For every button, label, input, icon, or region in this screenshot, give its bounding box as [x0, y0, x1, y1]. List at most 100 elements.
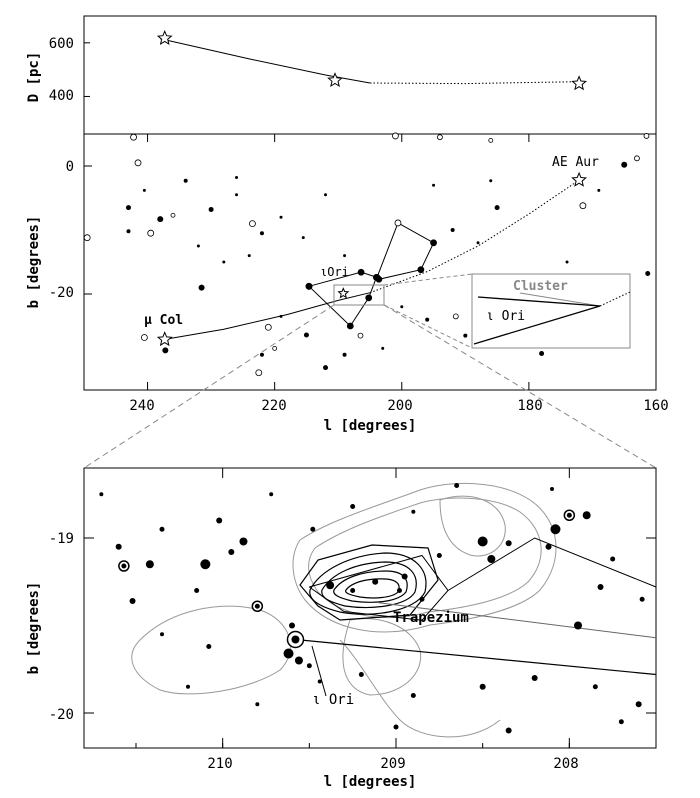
sky-dot	[463, 333, 468, 338]
zoom-panel: b [degrees] l [degrees] 210 209 208 -19 …	[26, 467, 657, 790]
sky-dot	[157, 216, 164, 223]
zoom-dot	[505, 540, 512, 547]
zoom-dot	[582, 511, 591, 520]
zoom-dot	[592, 684, 598, 690]
sky-track	[164, 179, 580, 340]
black-contour-2	[321, 561, 417, 609]
distance-stars	[156, 30, 588, 91]
zoom-lines	[295, 537, 657, 676]
sky-dot	[196, 244, 200, 248]
sky-dot	[259, 231, 264, 236]
sky-open-circle	[83, 234, 91, 242]
sky-dot	[425, 317, 430, 322]
inset-frame	[471, 273, 631, 349]
sky-dot	[432, 183, 436, 187]
orion-star	[430, 239, 437, 247]
sky-open-circle	[134, 159, 142, 167]
black-contour-3	[333, 570, 408, 603]
zoom-dot	[477, 536, 488, 547]
orion-line-1	[308, 277, 377, 327]
inset-cluster-line	[519, 292, 601, 307]
zoom-dot	[436, 553, 442, 558]
sky-dot	[324, 193, 328, 197]
gray-contour-2	[308, 497, 542, 618]
zoom-dot	[396, 588, 402, 593]
zoom-dot	[358, 672, 364, 677]
sky-open-circle	[170, 212, 176, 218]
distance-track	[84, 38, 580, 97]
sky-dot	[476, 241, 480, 245]
zoom-dot	[99, 492, 104, 497]
sky-xtick-160: 160	[643, 398, 668, 414]
sky-dot	[301, 236, 305, 240]
zoom-dot	[206, 644, 212, 649]
zoom-dot	[410, 693, 416, 698]
sky-ytick-minus20: -20	[49, 285, 74, 301]
zoom-dot	[255, 702, 260, 707]
zoom-outline-1	[447, 537, 657, 591]
sky-xtick-220: 220	[261, 398, 286, 414]
sky-open-circle	[357, 332, 364, 339]
inset-iota-label: ι Ori	[486, 309, 525, 324]
zoom-frame	[83, 467, 657, 749]
orion-star	[417, 266, 425, 274]
trapezium-label: Trapezium	[393, 610, 469, 626]
zoom-dot	[545, 543, 552, 550]
sky-dot	[597, 188, 601, 192]
zoom-dot	[216, 517, 223, 524]
zoom-dot	[635, 701, 642, 708]
zoom-open-circle-core	[566, 512, 572, 518]
orion-star	[365, 294, 373, 302]
inset-cluster-label: Cluster	[513, 279, 568, 294]
sky-dot	[450, 228, 455, 232]
zoom-dot	[372, 578, 379, 585]
sky-dot	[323, 365, 329, 371]
zoom-open-circle-core	[121, 563, 127, 569]
zoom-dot	[115, 543, 122, 550]
zoom-dot	[597, 584, 604, 590]
sky-xlabel: l [degrees]	[324, 418, 417, 434]
sky-open-circle	[437, 134, 443, 141]
zoom-dot	[294, 656, 303, 665]
sky-open-circle	[140, 334, 148, 341]
distance-series-dotted	[369, 81, 580, 85]
sky-dot	[489, 179, 493, 183]
sky-dot	[381, 346, 385, 350]
sky-xtick-180: 180	[517, 398, 542, 414]
zoom-dot	[505, 727, 512, 734]
zoom-ticks	[84, 468, 656, 748]
zoom-dots	[99, 483, 645, 734]
sky-open-circle	[392, 132, 399, 140]
ae-aur-label: AE Aur	[552, 155, 599, 170]
sky-dot	[343, 254, 347, 258]
gray-contour-6	[339, 639, 501, 738]
sky-dot	[259, 352, 264, 357]
zoom-cluster-line	[378, 602, 657, 639]
distance-star-1	[327, 72, 343, 88]
zoom-region-box	[333, 284, 385, 306]
gray-contour-1	[292, 483, 557, 633]
sky-dot	[183, 178, 188, 183]
iota-ori-label: ιOri	[320, 265, 349, 279]
orion-star	[305, 282, 313, 290]
zoom-dot	[160, 632, 164, 637]
zoom-dot	[145, 560, 154, 569]
inset-connector-bottom	[383, 304, 473, 349]
zoom-dot	[531, 675, 538, 681]
zoom-dot	[454, 483, 460, 488]
sky-dots	[83, 132, 651, 377]
sky-dot	[342, 352, 347, 357]
zoom-dot	[186, 684, 190, 689]
orion-lines	[305, 219, 437, 330]
zoom-open-circle-core	[254, 603, 260, 609]
distance-ytick-600: 600	[49, 36, 74, 52]
orion-star	[357, 268, 365, 276]
sky-ylabel: b [degrees]	[26, 216, 42, 309]
sky-open-circle	[255, 369, 263, 377]
distance-series-solid	[160, 38, 371, 84]
zoom-dot	[401, 573, 408, 580]
zoom-ylabel: b [degrees]	[26, 582, 42, 675]
zoom-dot	[200, 559, 211, 570]
zoom-xlabel: l [degrees]	[324, 774, 417, 790]
zoom-dot	[269, 492, 274, 497]
